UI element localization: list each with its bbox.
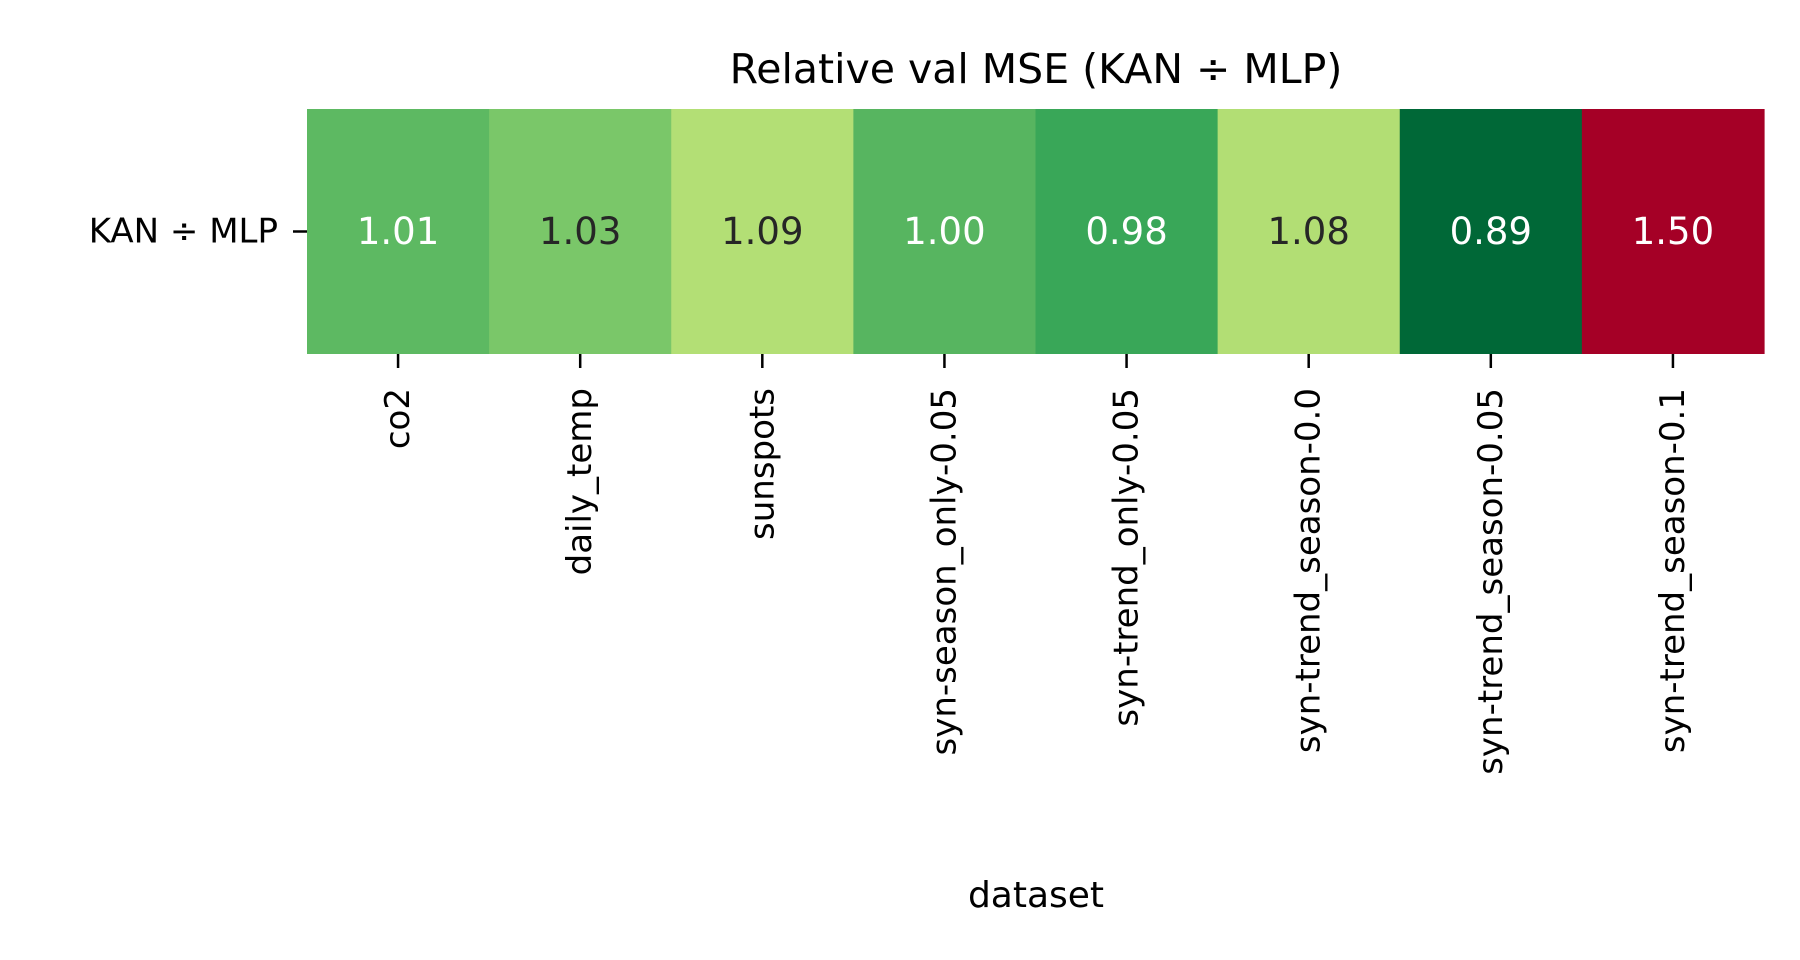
heatmap-cell <box>307 109 490 354</box>
heatmap-cell <box>1217 109 1401 354</box>
heatmap-cell <box>1035 109 1219 354</box>
cell-value-label: 1.01 <box>357 210 439 253</box>
x-tick-label: syn-season_only-0.05 <box>924 388 964 755</box>
heatmap-cell <box>1399 109 1583 354</box>
cell-value-label: 1.03 <box>539 210 621 253</box>
x-axis-ticks: co2 daily_temp sunspots syn-season_only-0.0… <box>378 354 1693 775</box>
cell-value-label: 0.98 <box>1085 210 1167 253</box>
heatmap-cell <box>671 109 854 354</box>
chart-title: Relative val MSE (KAN ÷ MLP) <box>730 45 1343 93</box>
x-tick-label: sunspots <box>742 388 782 540</box>
cell-value-label: 0.89 <box>1450 210 1532 253</box>
cell-value-label: 1.00 <box>903 210 985 253</box>
y-tick-label: KAN ÷ MLP <box>89 212 278 252</box>
cell-value-label: 1.09 <box>721 210 803 253</box>
x-tick-label: syn-trend_only-0.05 <box>1107 388 1147 727</box>
heatmap-cells: 1.01 1.03 1.09 1.00 0.98 1.08 0.89 1.50 <box>307 109 1765 354</box>
cell-value-label: 1.50 <box>1632 210 1714 253</box>
x-tick-label: daily_temp <box>560 388 600 575</box>
heatmap-cell <box>853 109 1037 354</box>
heatmap-cell <box>1581 109 1765 354</box>
heatmap-cell <box>489 109 672 354</box>
x-axis-label: dataset <box>968 875 1104 916</box>
cell-value-label: 1.08 <box>1267 210 1349 253</box>
x-tick-label: syn-trend_season-0.0 <box>1289 388 1329 753</box>
x-tick-label: syn-trend_season-0.1 <box>1653 388 1693 753</box>
x-tick-label: syn-trend_season-0.05 <box>1471 388 1511 775</box>
x-tick-label: co2 <box>378 388 418 449</box>
y-axis-ticks: KAN ÷ MLP <box>89 212 307 252</box>
